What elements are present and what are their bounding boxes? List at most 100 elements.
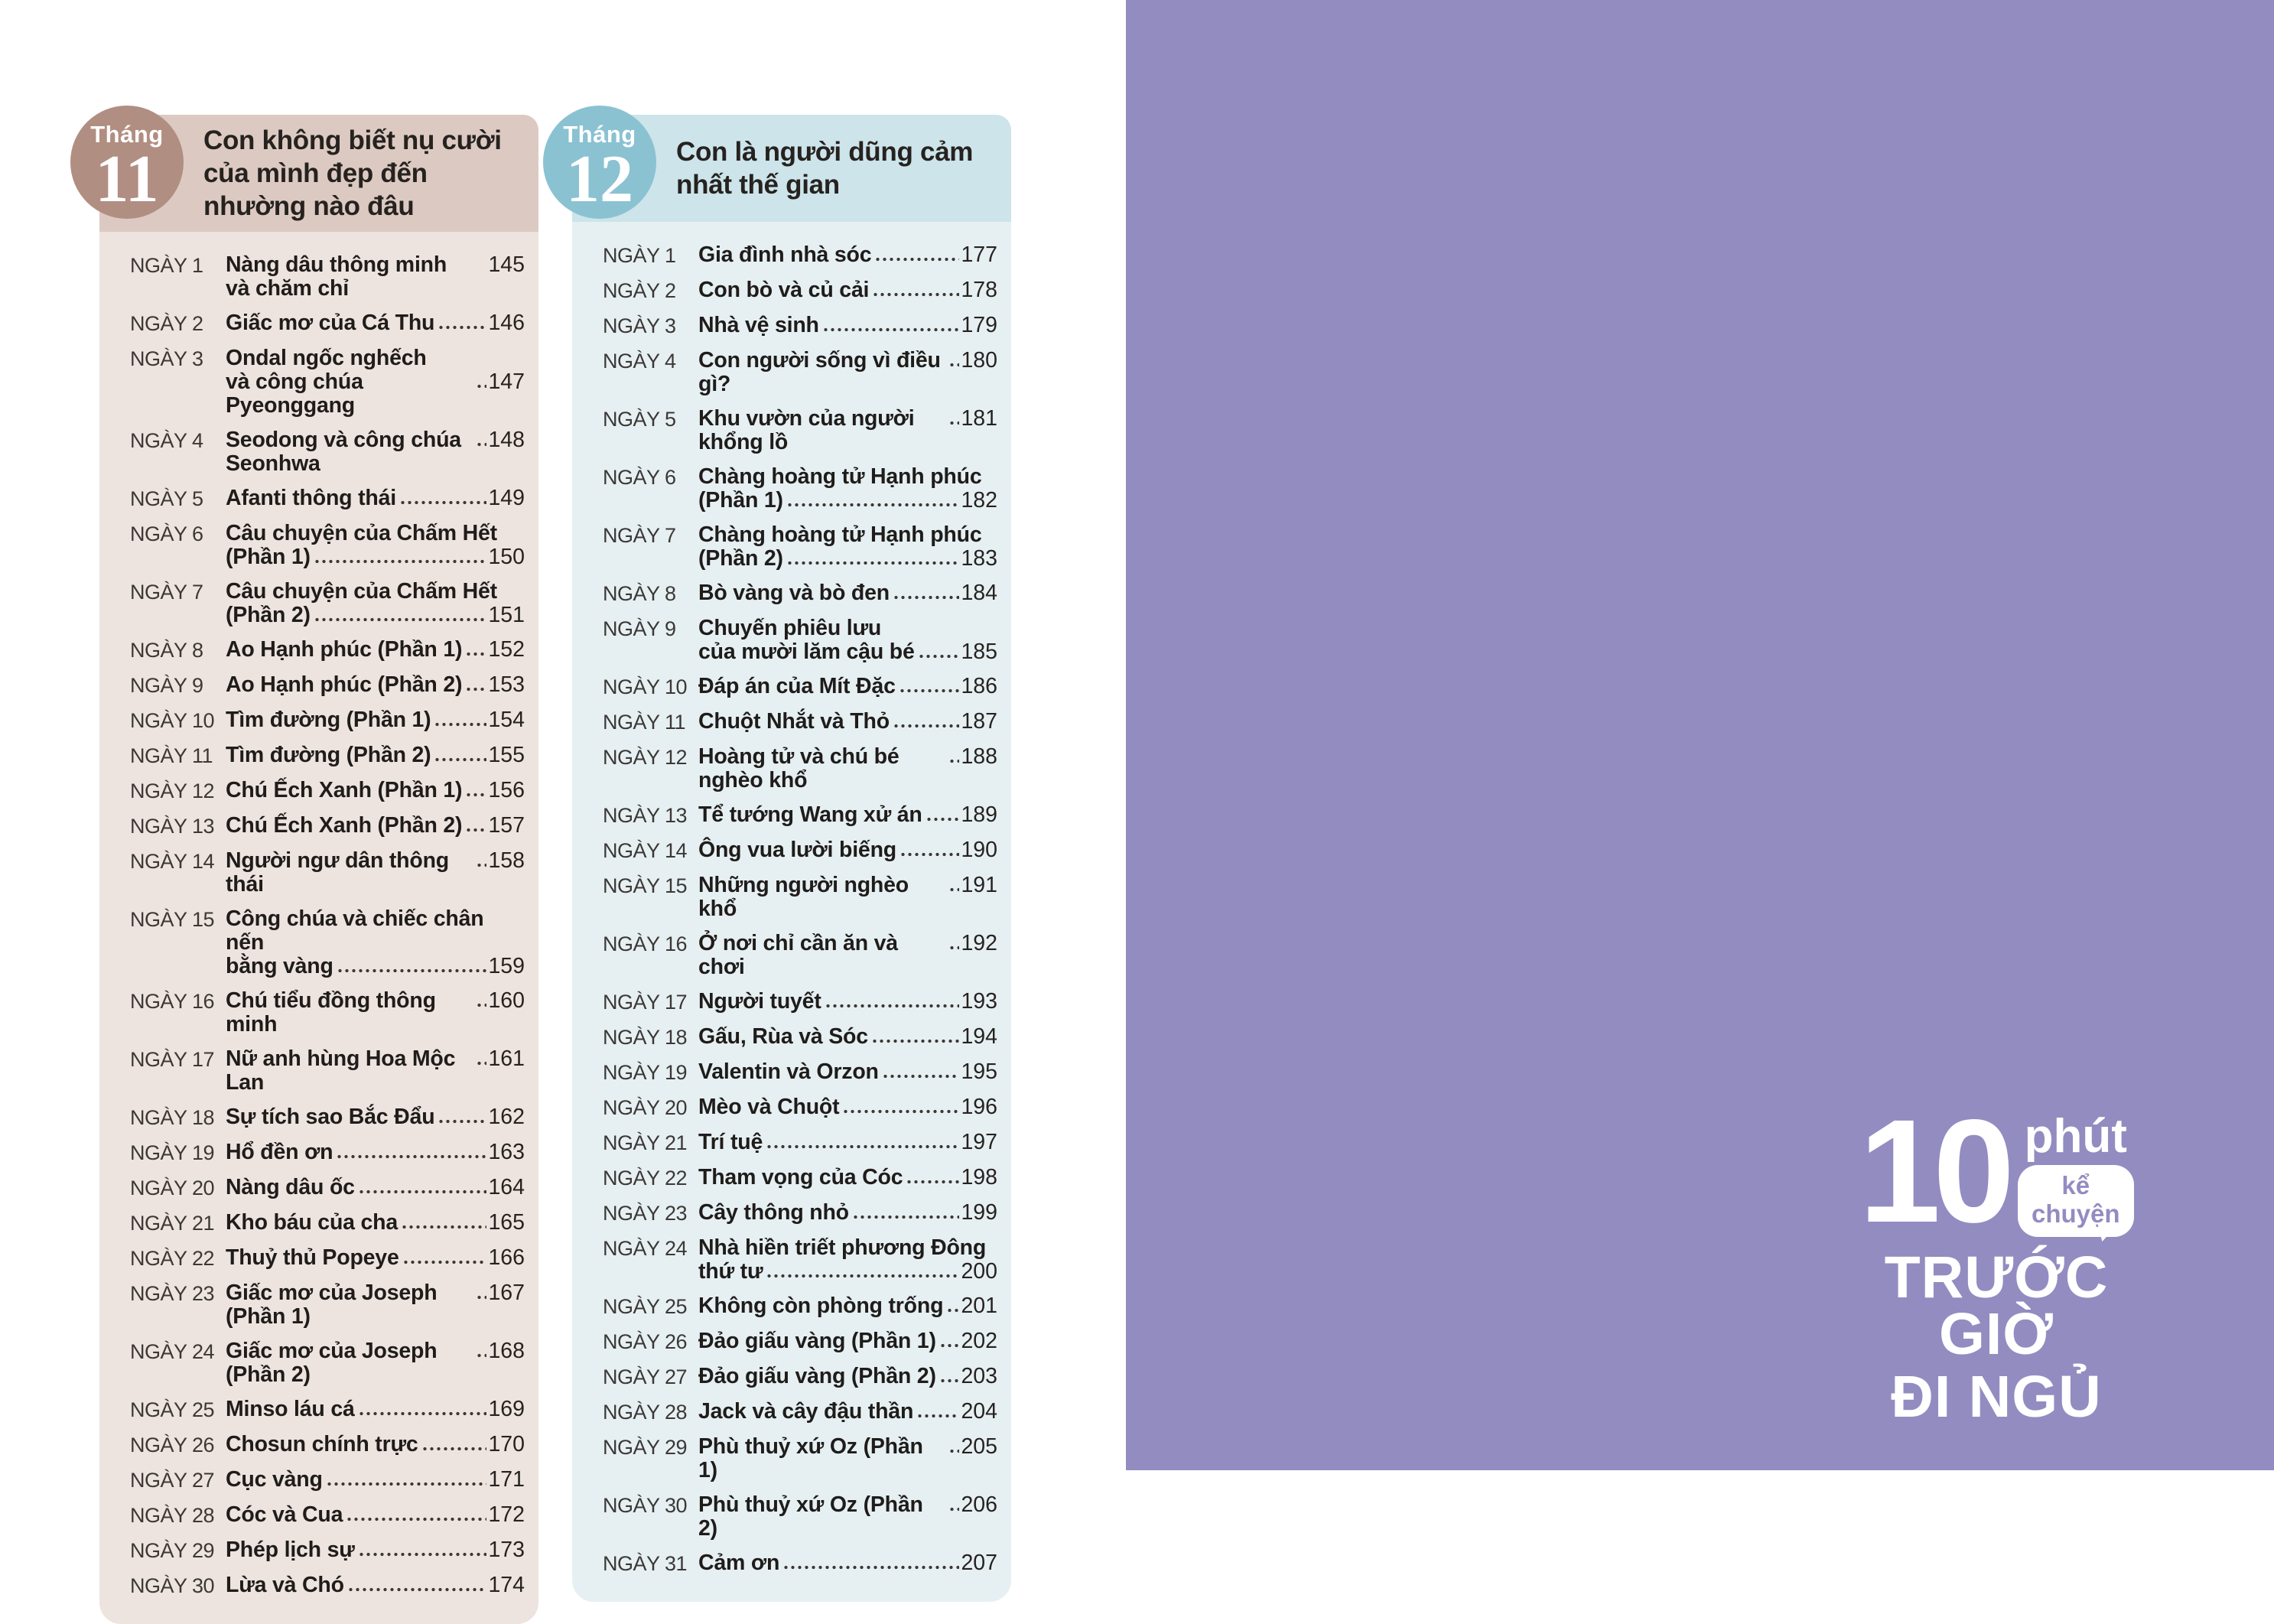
leader-dots	[357, 1190, 487, 1194]
month-12-badge: Tháng 12	[543, 106, 656, 219]
entry-title: Người ngư dân thông thái	[226, 848, 450, 897]
toc-entry: NGÀY 9 Ao Hạnh phúc (Phần 2) 153	[130, 673, 525, 698]
toc-entry: NGÀY 23 Cây thông nhỏ 199	[603, 1201, 997, 1225]
entry-page-number: 179	[961, 313, 997, 337]
entry-day-label: NGÀY 29	[130, 1539, 215, 1562]
entry-page-number: 186	[961, 674, 997, 698]
leader-dots	[851, 1215, 960, 1219]
entry-title-block: Ao Hạnh phúc (Phần 1) 152	[226, 638, 525, 662]
entry-title: Ở nơi chỉ cần ăn và chơi	[698, 931, 898, 979]
entry-title-block: Tham vọng của Cóc 198	[698, 1166, 997, 1190]
entry-page-number: 207	[961, 1551, 997, 1575]
entry-page-number: 191	[961, 873, 997, 897]
entry-title: Nhà vệ sinh	[698, 313, 819, 337]
book-logo-phut: phút	[2024, 1110, 2127, 1163]
entry-title: Tham vọng của Cóc	[698, 1165, 903, 1190]
toc-entry: NGÀY 1 Nàng dâu thông minh và chăm chỉ 145	[130, 253, 525, 301]
entry-day-label: NGÀY 29	[603, 1436, 688, 1459]
entry-page-number: 148	[488, 428, 525, 452]
leader-dots	[948, 759, 960, 763]
entry-page-number: 180	[961, 348, 997, 373]
entry-title: Cây thông nhỏ	[698, 1200, 849, 1225]
entry-title-block: Chàng hoàng tử Hạnh phúc (Phần 1) 182	[698, 465, 997, 513]
entry-day-label: NGÀY 26	[130, 1434, 215, 1456]
entry-title: bằng vàng	[226, 954, 333, 978]
entry-title: Chàng hoàng tử Hạnh phúc	[698, 522, 982, 547]
entry-page-number: 203	[961, 1364, 997, 1388]
entry-page-number: 167	[488, 1281, 525, 1305]
toc-entry: NGÀY 2 Giấc mơ của Cá Thu 146	[130, 311, 525, 336]
entry-title: Phù thuỷ xứ Oz (Phần 2)	[698, 1492, 923, 1541]
entry-title-block: Gấu, Rùa và Sóc 194	[698, 1025, 997, 1050]
leader-dots	[948, 887, 960, 892]
entry-page-number: 196	[961, 1095, 997, 1119]
entry-page-number: 160	[488, 988, 525, 1013]
entry-day-label: NGÀY 23	[130, 1282, 215, 1305]
entry-title: Phép lịch sự	[226, 1538, 355, 1562]
entry-title: Bò vàng và bò đen	[698, 581, 890, 605]
toc-entry: NGÀY 10 Tìm đường (Phần 1) 154	[130, 708, 525, 733]
entry-title: Ông vua lười biếng	[698, 838, 896, 862]
leader-dots	[917, 654, 960, 659]
entry-day-label: NGÀY 30	[130, 1574, 215, 1597]
entry-page-number: 182	[961, 488, 997, 513]
entry-page-number: 202	[961, 1329, 997, 1353]
month-12-entries-list: NGÀY 1 Gia đình nhà sóc 177 NGÀY 2 Con bò và…	[572, 222, 1011, 1602]
entry-title: Thuỷ thủ Popeye	[226, 1245, 399, 1270]
entry-day-label: NGÀY 2	[130, 312, 203, 335]
leader-dots	[948, 1449, 960, 1453]
leader-dots	[821, 327, 960, 332]
toc-entry: NGÀY 3 Ondal ngốc nghếch và công chúa Pyeo…	[130, 347, 525, 418]
leader-dots	[881, 1074, 960, 1079]
entry-page-number: 177	[961, 242, 997, 267]
leader-dots	[476, 267, 486, 272]
entry-day-label: NGÀY 9	[130, 674, 203, 697]
toc-entry: NGÀY 10 Đáp án của Mít Đặc 186	[603, 675, 997, 699]
entry-title-block: Afanti thông thái 149	[226, 487, 525, 511]
leader-dots	[872, 292, 960, 297]
entry-title-block: Sự tích sao Bắc Đẩu 162	[226, 1105, 525, 1130]
leader-dots	[824, 1004, 960, 1008]
entry-title-block: Lừa và Chó 174	[226, 1574, 525, 1598]
leader-dots	[946, 1308, 960, 1313]
entry-title: Sự tích sao Bắc Đẩu	[226, 1105, 435, 1129]
entry-page-number: 200	[961, 1259, 997, 1284]
entry-page-number: 161	[488, 1046, 525, 1071]
entry-title: của mười lăm cậu bé	[698, 640, 915, 664]
entry-title: Tìm đường (Phần 2)	[226, 743, 431, 767]
leader-dots	[948, 1507, 960, 1512]
leader-dots	[465, 687, 487, 692]
entry-title-block: Trí tuệ 197	[698, 1131, 997, 1155]
leader-dots	[465, 828, 487, 832]
leader-dots	[782, 1565, 960, 1570]
entry-page-number: 178	[961, 278, 997, 302]
month-badge-word: Tháng	[90, 121, 164, 148]
entry-title: Tể tướng Wang xử án	[698, 802, 922, 827]
entry-day-label: NGÀY 1	[130, 254, 203, 277]
leader-dots	[898, 688, 960, 693]
entry-day-label: NGÀY 13	[603, 804, 688, 827]
entry-title: Chuyến phiêu lưu	[698, 616, 882, 640]
leader-dots	[402, 1260, 487, 1264]
leader-dots	[465, 792, 487, 797]
entry-day-label: NGÀY 19	[603, 1061, 688, 1084]
toc-entry: NGÀY 17 Người tuyết 193	[603, 990, 997, 1014]
month-badge-number: 12	[566, 142, 633, 216]
speech-bubble: kể chuyện	[2018, 1165, 2134, 1237]
entry-page-number: 157	[488, 813, 525, 838]
entry-title-block: Cóc và Cua 172	[226, 1503, 525, 1528]
entry-title-block: Cây thông nhỏ 199	[698, 1201, 997, 1225]
entry-page-number: 192	[961, 931, 997, 955]
entry-title-block: Nhà hiền triết phương Đông thứ tư 200	[698, 1236, 997, 1284]
entry-title: (Phần 2)	[226, 603, 311, 627]
entry-day-label: NGÀY 25	[603, 1295, 688, 1318]
entry-page-number: 189	[961, 802, 997, 827]
entry-title: Nàng dâu thông minh và chăm chỉ	[226, 252, 447, 301]
entry-title: Nhà hiền triết phương Đông	[698, 1235, 987, 1260]
entry-page-number: 170	[488, 1432, 525, 1456]
toc-entry: NGÀY 1 Gia đình nhà sóc 177	[603, 243, 997, 268]
toc-entry: NGÀY 4 Con người sống vì điều gì? 180	[603, 349, 997, 396]
entry-day-label: NGÀY 23	[603, 1202, 688, 1225]
leader-dots	[313, 617, 487, 622]
leader-dots	[476, 1061, 487, 1066]
